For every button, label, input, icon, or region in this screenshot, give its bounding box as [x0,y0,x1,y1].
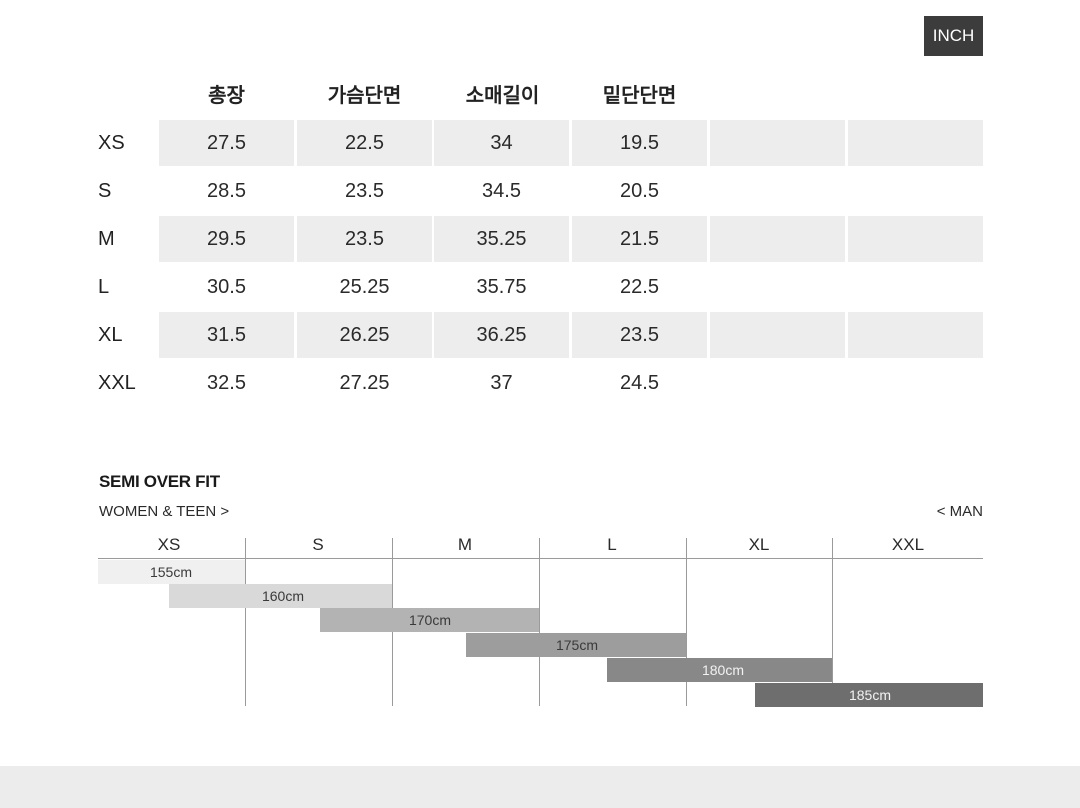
table-cell: 23.5 [572,312,707,358]
table-cell-empty [710,312,845,358]
unit-badge[interactable]: INCH [924,16,983,56]
column-header-sleeve: 소매길이 [465,83,540,107]
table-cell: 29.5 [159,216,294,262]
table-cell-empty [848,168,983,214]
table-cell-empty [710,120,845,166]
fit-height-bar: 155cm [98,560,245,584]
column-header-length: 총장 [208,83,245,107]
fit-size-label: S [312,535,324,554]
fit-grid-line [539,538,540,706]
fit-grid-line [245,538,246,706]
fit-size-label: M [457,535,473,554]
fit-height-label: 170cm [408,612,452,628]
table-cell: 25.25 [339,276,390,298]
column-header-hem: 밑단단면 [602,83,677,107]
fit-guide-title: SEMI OVER FIT [99,472,220,491]
table-cell-empty [848,120,983,166]
table-cell-empty [848,360,983,406]
table-cell: 23.5 [345,180,384,202]
table-cell: 27.25 [339,372,390,394]
table-cell-empty [710,168,845,214]
fit-height-bar: 170cm [320,608,539,632]
table-cell-empty [848,312,983,358]
footer-strip [0,766,1080,808]
row-size-label: XL [98,324,123,346]
fit-size-label: XS [157,535,181,554]
table-cell: 24.5 [620,372,659,394]
fit-guide-left-label: WOMEN & TEEN > [99,503,230,520]
table-cell: 26.25 [297,312,432,358]
table-cell: 22.5 [297,120,432,166]
fit-height-bar: 175cm [466,633,686,657]
fit-guide-right-label: < MAN [936,503,983,520]
table-cell: 35.25 [434,216,569,262]
row-size-label: S [98,180,112,202]
fit-height-bar: 185cm [755,683,983,707]
fit-grid-line [686,538,687,706]
row-size-label: M [98,228,115,250]
column-header-chest: 가슴단면 [327,83,402,107]
table-cell-empty [710,264,845,310]
fit-height-label: 180cm [701,662,745,678]
fit-size-label: XL [748,535,770,554]
fit-height-bar: 180cm [607,658,832,682]
table-cell: 36.25 [434,312,569,358]
table-cell: 31.5 [159,312,294,358]
table-cell: 21.5 [572,216,707,262]
table-cell-empty [848,264,983,310]
row-size-label: XXL [98,372,136,394]
fit-grid-line [832,538,833,706]
table-cell-empty [710,216,845,262]
fit-height-label: 175cm [555,637,599,653]
fit-height-bar: 160cm [169,584,392,608]
table-cell: 23.5 [297,216,432,262]
table-cell: 22.5 [620,276,659,298]
table-cell: 19.5 [572,120,707,166]
table-cell: 27.5 [159,120,294,166]
table-cell: 28.5 [207,180,246,202]
table-cell: 30.5 [207,276,246,298]
table-cell: 37 [490,372,513,394]
table-cell: 34.5 [482,180,521,202]
table-cell-empty [848,216,983,262]
row-size-label: L [98,276,110,298]
table-cell: 35.75 [476,276,527,298]
fit-guide-baseline [98,558,983,559]
row-size-label: XS [98,132,125,154]
fit-size-label: XXL [891,535,925,554]
table-cell: 34 [434,120,569,166]
table-cell: 20.5 [620,180,659,202]
fit-height-label: 185cm [848,687,892,703]
fit-size-label: L [607,535,617,554]
table-cell: 32.5 [207,372,246,394]
table-cell-empty [710,360,845,406]
fit-height-label: 155cm [149,564,193,580]
fit-height-label: 160cm [261,588,305,604]
